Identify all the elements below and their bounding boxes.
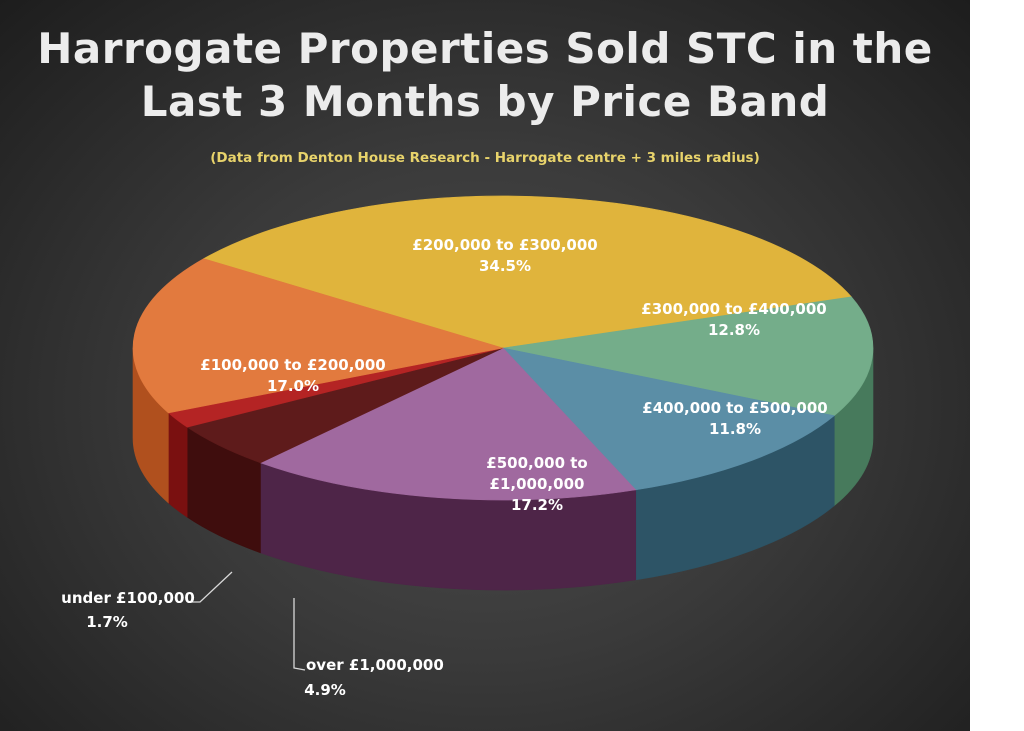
slice-label-line: 17.2% bbox=[511, 496, 563, 514]
slice-label-line: 11.8% bbox=[709, 420, 761, 438]
slice-label-1: £300,000 to £400,000 12.8% bbox=[641, 300, 826, 339]
chart-subtitle: (Data from Denton House Research - Harro… bbox=[210, 150, 760, 166]
pie-chart: £200,000 to £300,000 34.5% £300,000 to £40… bbox=[61, 195, 874, 699]
slice-value-4: 4.9% bbox=[304, 681, 346, 699]
slice-label-line: £300,000 to £400,000 bbox=[641, 300, 826, 318]
slice-label-5: under £100,000 bbox=[61, 589, 195, 607]
slice-label-0: £200,000 to £300,000 34.5% bbox=[412, 236, 597, 275]
slice-label-2: £400,000 to £500,000 11.8% bbox=[642, 399, 827, 438]
pie-slice-3 bbox=[259, 347, 637, 501]
slice-label-4: over £1,000,000 bbox=[306, 656, 444, 674]
slice-value-5: 1.7% bbox=[86, 613, 128, 631]
chart-title-line-2: Last 3 Months by Price Band bbox=[140, 77, 830, 126]
pie-slice-6 bbox=[132, 258, 504, 414]
slice-label-line: 34.5% bbox=[479, 257, 531, 275]
slice-label-line: £100,000 to £200,000 bbox=[200, 356, 385, 374]
slice-label-line: 12.8% bbox=[708, 321, 760, 339]
slice-label-line: £200,000 to £300,000 bbox=[412, 236, 597, 254]
pie-slice-1 bbox=[502, 296, 874, 417]
pie-side-5 bbox=[168, 412, 188, 518]
slice-label-6: £100,000 to £200,000 17.0% bbox=[200, 356, 385, 395]
pie-slice-0 bbox=[202, 195, 852, 349]
slice-label-3: £500,000 to £1,000,000 17.2% bbox=[486, 454, 587, 514]
slice-label-line: £400,000 to £500,000 bbox=[642, 399, 827, 417]
blank-margin bbox=[970, 0, 1024, 731]
chart-title-line-1: Harrogate Properties Sold STC in the bbox=[37, 24, 933, 73]
leader-line-over-1m bbox=[293, 598, 306, 671]
slice-label-line: 17.0% bbox=[267, 377, 319, 395]
slice-label-line: under £100,000 bbox=[61, 589, 195, 607]
pie-slice-2 bbox=[502, 347, 835, 491]
slice-label-line: £500,000 to bbox=[486, 454, 587, 472]
leader-line-under-100k bbox=[188, 571, 233, 603]
slice-label-line: £1,000,000 bbox=[490, 475, 585, 493]
